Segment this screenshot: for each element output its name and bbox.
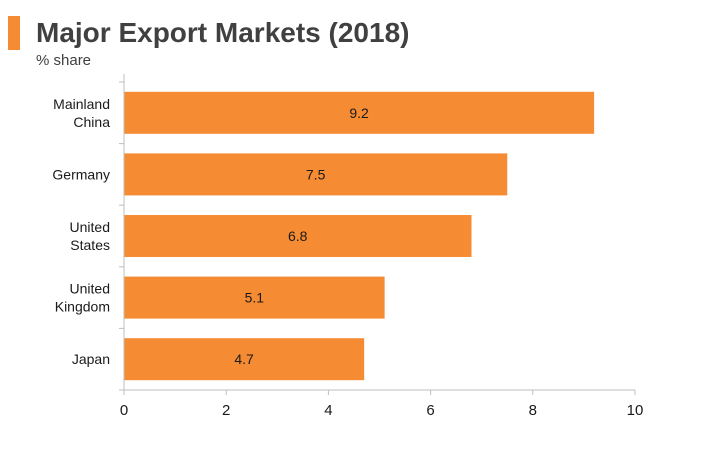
bar-value-label-1: 7.5 [306, 166, 326, 182]
x-tick-label-4: 8 [529, 402, 537, 419]
category-label-4: Japan [72, 351, 110, 367]
bar-1 [124, 153, 508, 196]
bar-value-label-2: 6.8 [288, 228, 308, 244]
bar-value-label-4: 4.7 [234, 351, 254, 367]
chart-title: Major Export Markets (2018) [36, 17, 410, 48]
bar-3 [124, 276, 385, 319]
bar-4 [124, 338, 365, 381]
category-label-0: Mainland China [53, 96, 110, 130]
x-tick-label-5: 10 [627, 402, 644, 419]
bar-2 [124, 215, 472, 257]
category-label-3: United Kingdom [55, 281, 110, 315]
bar-value-label-3: 5.1 [245, 290, 265, 306]
bar-0 [124, 91, 595, 134]
x-tick-label-2: 4 [324, 402, 332, 419]
x-tick-label-0: 0 [120, 402, 128, 419]
x-tick-label-3: 6 [426, 402, 434, 419]
category-label-2: United States [70, 219, 110, 253]
category-label-1: Germany [52, 166, 110, 182]
chart-subtitle: % share [36, 52, 92, 69]
bar-value-label-0: 9.2 [349, 105, 369, 121]
x-tick-label-1: 2 [222, 402, 230, 419]
title-accent-bar [8, 16, 20, 50]
